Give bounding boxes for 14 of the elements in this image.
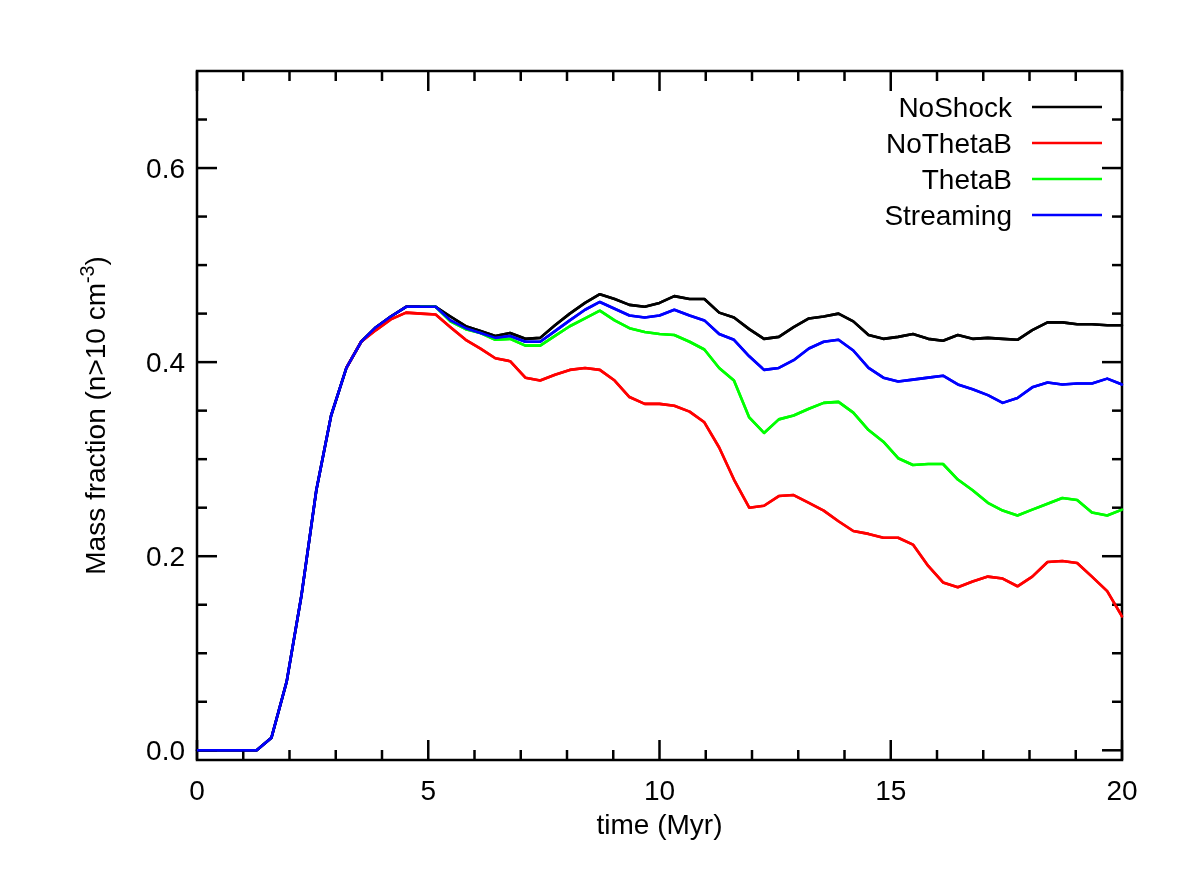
x-tick-label: 10 — [643, 775, 676, 806]
x-tick-label: 15 — [875, 775, 907, 806]
legend-label: NoThetaB — [885, 127, 1012, 159]
x-tick-label: 5 — [420, 775, 437, 806]
x-tick-label: 0 — [189, 775, 205, 806]
legend-label: NoShock — [898, 91, 1013, 123]
y-tick-label: 0.4 — [146, 346, 185, 378]
x-axis-title: time (Myr) — [596, 809, 723, 840]
y-tick-label: 0.6 — [146, 152, 185, 184]
legend-label: Streaming — [884, 199, 1012, 231]
y-tick-label: 0.0 — [146, 735, 185, 767]
legend-label: ThetaB — [921, 163, 1012, 195]
x-tick-label: 20 — [1106, 775, 1138, 806]
y-tick-label: 0.2 — [146, 541, 185, 573]
